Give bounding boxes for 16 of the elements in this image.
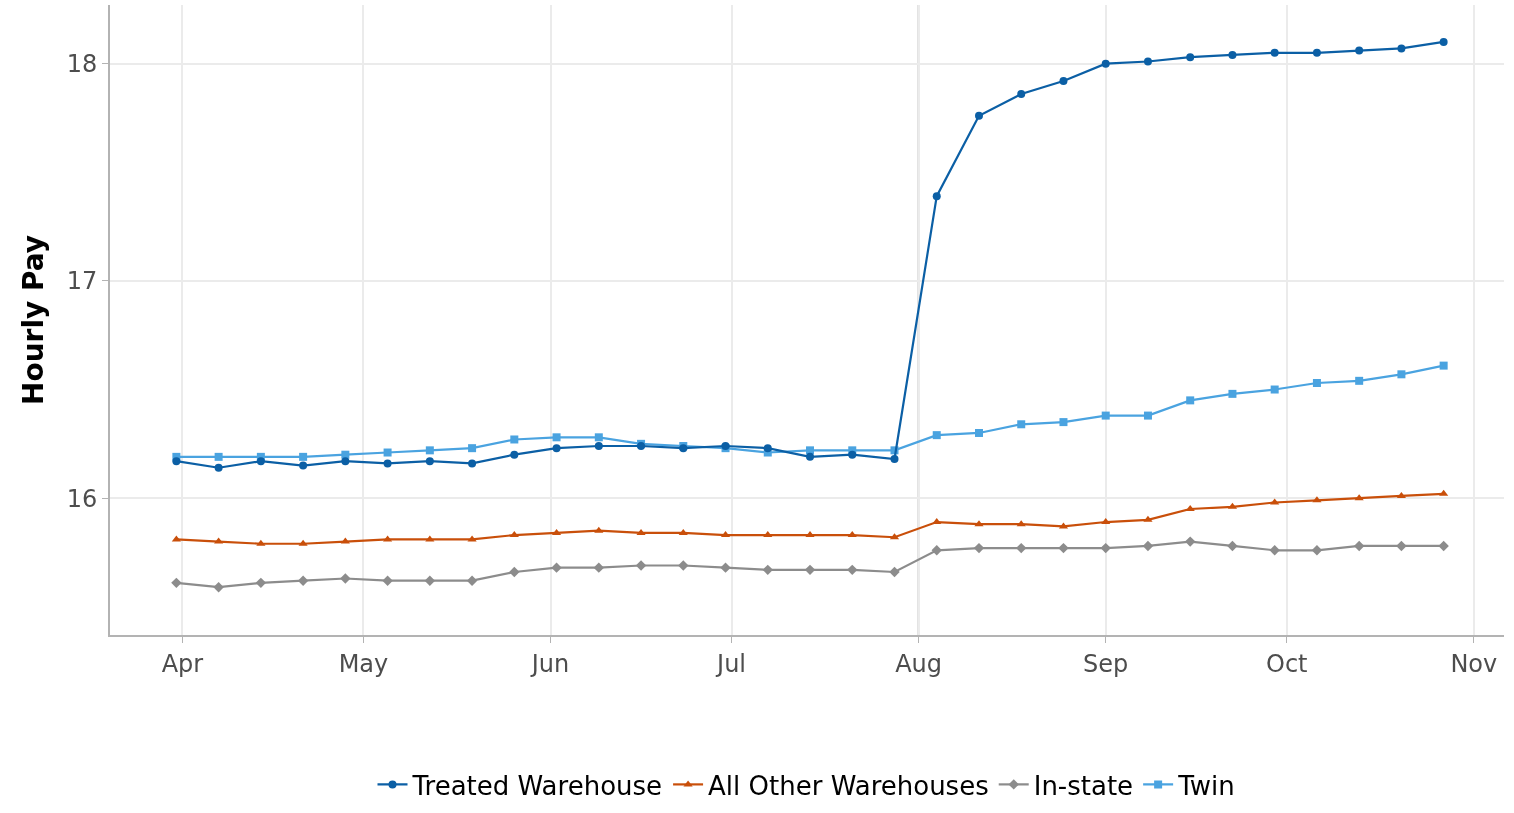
y-tick-label: 17 xyxy=(66,267,98,296)
x-tick-label: Jul xyxy=(715,649,747,678)
legend-label: In-state xyxy=(1033,770,1134,801)
x-tick-label: Sep xyxy=(1083,649,1129,678)
x-tick-label: Nov xyxy=(1450,649,1498,678)
legend-label: Twin xyxy=(1177,770,1235,801)
y-axis-title: Hourly Pay xyxy=(16,234,50,406)
x-tick-label: Aug xyxy=(895,649,943,678)
legend-label: All Other Warehouses xyxy=(708,770,989,801)
y-tick-label: 18 xyxy=(66,50,98,79)
y-tick-label: 16 xyxy=(66,484,98,513)
x-tick-label: Oct xyxy=(1266,649,1308,678)
x-tick-label: Jun xyxy=(529,649,570,678)
legend-label: Treated Warehouse xyxy=(411,770,663,801)
x-tick-label: May xyxy=(338,649,389,678)
x-tick-label: Apr xyxy=(161,649,204,678)
